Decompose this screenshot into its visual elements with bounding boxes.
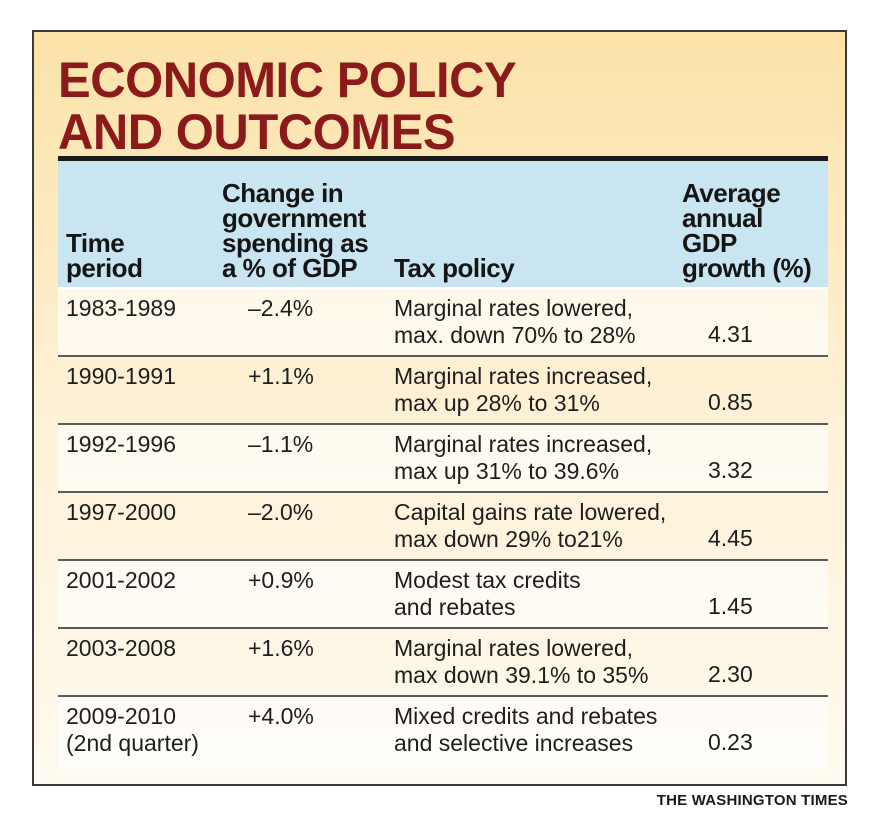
header-line: government	[222, 203, 366, 233]
cell-spending-change: –1.1%	[248, 431, 314, 457]
cell-time-period: 1983-1989	[66, 295, 226, 322]
cell-line: 1983-1989	[66, 295, 176, 321]
table-row: 1992-1996 –1.1% Marginal rates increased…	[58, 425, 828, 493]
cell-line: max down 29% to21%	[394, 526, 623, 552]
cell-line: 1997-2000	[66, 499, 176, 525]
cell-tax-policy: Modest tax credits and rebates	[394, 567, 714, 621]
chart-title: ECONOMIC POLICY AND OUTCOMES	[58, 52, 517, 160]
cell-line: 2001-2002	[66, 567, 176, 593]
table-row: 2001-2002 +0.9% Modest tax credits and re…	[58, 561, 828, 629]
cell-gdp-growth: 2.30	[708, 661, 753, 687]
cell-line: max up 31% to 39.6%	[394, 458, 620, 484]
cell-gdp-growth: 0.85	[708, 389, 753, 415]
cell-line: Marginal rates lowered,	[394, 295, 634, 321]
cell-gdp-growth: 0.23	[708, 729, 753, 755]
table-row: 1983-1989 –2.4% Marginal rates lowered, m…	[58, 289, 828, 357]
title-line: ECONOMIC POLICY	[58, 52, 517, 108]
cell-line: and rebates	[394, 594, 516, 620]
cell-spending-change: –2.4%	[248, 295, 314, 321]
cell-line: and selective increases	[394, 730, 634, 756]
title-divider	[58, 156, 828, 161]
cell-line: Marginal rates increased,	[394, 431, 653, 457]
cell-line: Marginal rates lowered,	[394, 635, 634, 661]
header-time-period: Time period	[66, 228, 206, 283]
header-line: GDP	[682, 228, 737, 258]
source-credit: THE WASHINGTON TIMES	[656, 792, 848, 809]
table-row: 2003-2008 +1.6% Marginal rates lowered, m…	[58, 629, 828, 697]
header-tax-policy: Tax policy	[394, 253, 594, 283]
cell-line: (2nd quarter)	[66, 730, 199, 756]
cell-tax-policy: Capital gains rate lowered, max down 29% …	[394, 499, 714, 553]
header-line: Time	[66, 228, 125, 258]
header-gdp-growth: Average annual GDP growth (%)	[682, 178, 822, 283]
cell-gdp-growth: 1.45	[708, 593, 753, 619]
table-row: 1997-2000 –2.0% Capital gains rate lower…	[58, 493, 828, 561]
cell-line: 1992-1996	[66, 431, 176, 457]
cell-tax-policy: Marginal rates lowered, max. down 70% to …	[394, 295, 714, 349]
infographic-panel: ECONOMIC POLICY AND OUTCOMES Time period…	[32, 30, 847, 786]
cell-gdp-growth: 3.32	[708, 457, 753, 483]
cell-spending-change: +0.9%	[248, 567, 314, 593]
header-line: Change in	[222, 178, 344, 208]
header-line: annual	[682, 203, 763, 233]
cell-line: max up 28% to 31%	[394, 390, 600, 416]
cell-spending-change: +1.1%	[248, 363, 314, 389]
table-row: 2009-2010 (2nd quarter) +4.0% Mixed credi…	[58, 697, 828, 769]
cell-spending-change: +1.6%	[248, 635, 314, 661]
cell-tax-policy: Marginal rates increased, max up 31% to 3…	[394, 431, 714, 485]
cell-gdp-growth: 4.45	[708, 525, 753, 551]
header-line: Average	[682, 178, 781, 208]
cell-spending-change: –2.0%	[248, 499, 314, 525]
cell-line: max. down 70% to 28%	[394, 322, 636, 348]
cell-tax-policy: Marginal rates lowered, max down 39.1% to…	[394, 635, 714, 689]
cell-line: Marginal rates increased,	[394, 363, 653, 389]
cell-time-period: 2003-2008	[66, 635, 226, 662]
header-line: growth (%)	[682, 253, 812, 283]
cell-tax-policy: Marginal rates increased, max up 28% to 3…	[394, 363, 714, 417]
header-line: Tax policy	[394, 253, 515, 283]
header-line: period	[66, 253, 143, 283]
cell-line: 1990-1991	[66, 363, 176, 389]
cell-tax-policy: Mixed credits and rebates and selective i…	[394, 703, 714, 757]
cell-time-period: 1992-1996	[66, 431, 226, 458]
cell-time-period: 1990-1991	[66, 363, 226, 390]
cell-line: 2003-2008	[66, 635, 176, 661]
header-line: spending as	[222, 228, 369, 258]
cell-line: Mixed credits and rebates	[394, 703, 658, 729]
cell-line: Modest tax credits	[394, 567, 581, 593]
cell-time-period: 2009-2010 (2nd quarter)	[66, 703, 226, 757]
cell-line: 2009-2010	[66, 703, 176, 729]
policy-table: Time period Change in government spendin…	[58, 161, 828, 769]
table-header: Time period Change in government spendin…	[58, 161, 828, 289]
table-row: 1990-1991 +1.1% Marginal rates increased…	[58, 357, 828, 425]
cell-time-period: 1997-2000	[66, 499, 226, 526]
cell-spending-change: +4.0%	[248, 703, 314, 729]
title-line: AND OUTCOMES	[58, 104, 456, 160]
header-spending: Change in government spending as a % of …	[222, 178, 392, 283]
cell-line: max down 39.1% to 35%	[394, 662, 649, 688]
cell-gdp-growth: 4.31	[708, 321, 753, 347]
cell-line: Capital gains rate lowered,	[394, 499, 667, 525]
header-line: a % of GDP	[222, 253, 358, 283]
cell-time-period: 2001-2002	[66, 567, 226, 594]
